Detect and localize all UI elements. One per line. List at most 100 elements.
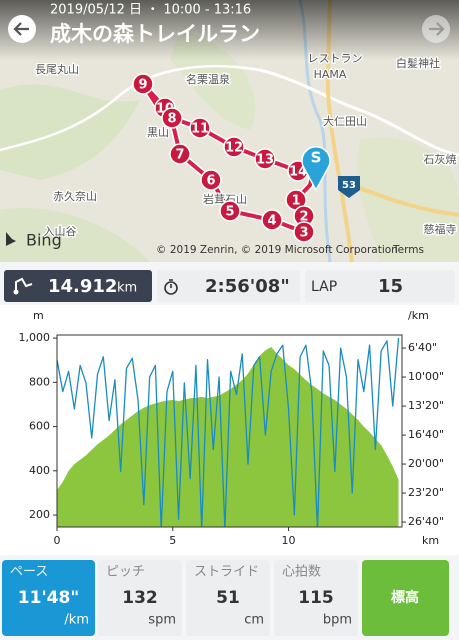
route-marker-label: 7 (175, 148, 184, 163)
chart: m/km km 200 400 600 800 1,000 6'40" 10'00" 13'20"… (19, 309, 445, 547)
route-marker-label: 6 (206, 174, 215, 189)
metric-card[interactable] (2, 560, 95, 636)
y2-tick-label: 6'40" (408, 341, 437, 354)
metric-label: ペース (10, 565, 48, 580)
y-tick-label: 400 (29, 464, 50, 477)
road (351, 183, 459, 217)
metric-label: ピッチ (106, 565, 145, 580)
place-label: 石灰焼 (424, 152, 457, 166)
lap-tab[interactable] (305, 270, 455, 302)
metric-card[interactable] (186, 560, 270, 636)
route-marker-label: 12 (225, 141, 243, 156)
forest (0, 208, 150, 262)
x-tick-label: 10 (282, 534, 296, 547)
lap-value: 15 (378, 276, 403, 297)
start-marker-label: S (311, 149, 322, 167)
place-label: 慈福寺 (424, 222, 457, 236)
route-icon (15, 277, 33, 292)
bing-logo: Bing (26, 231, 62, 250)
road (259, 68, 459, 157)
metric-value: 51 (216, 588, 240, 608)
date: 2019/05/12 日 ・ 10:00 - 13:16 (50, 3, 251, 18)
y2-tick-label: 10'00" (408, 370, 444, 383)
distance-tab[interactable] (4, 270, 152, 302)
route-marker-label: 4 (267, 214, 276, 229)
route-marker[interactable] (132, 73, 154, 95)
terms-link[interactable]: Terms (392, 244, 424, 256)
x-axis-label: km (422, 534, 439, 547)
distance-value: 14.912 (48, 276, 117, 297)
start-marker[interactable] (301, 146, 331, 192)
place-label: HAMA (314, 68, 347, 81)
place-label: 大仁田山 (323, 114, 367, 128)
plot (57, 337, 400, 527)
metric-label: ストライド (194, 565, 259, 580)
place-label: 入山谷 (44, 225, 77, 238)
route-marker[interactable] (161, 107, 183, 129)
metric-unit: bpm (323, 613, 352, 628)
metric-label: 心拍数 (282, 565, 321, 580)
road (0, 64, 261, 152)
stopwatch-icon (164, 281, 178, 295)
route-icon-dot (13, 289, 19, 295)
route-marker-label: 8 (167, 112, 176, 127)
x-tick-label: 5 (169, 534, 176, 547)
y-tick-label: 1,000 (19, 331, 51, 344)
route-marker[interactable] (293, 221, 315, 243)
route-marker-label: 2 (299, 210, 308, 225)
metric-unit: /km (64, 613, 89, 628)
place-label: 名栗温泉 (186, 72, 230, 86)
distance-unit: km (117, 281, 137, 296)
route-marker-label: 13 (256, 153, 274, 168)
pace-line (57, 337, 400, 527)
route-marker-label: 11 (191, 122, 209, 137)
time-value: 2:56'08" (205, 276, 290, 297)
y2-tick-label: 20'00" (408, 457, 444, 470)
bing-icon (6, 232, 16, 246)
route-marker-label: 3 (299, 226, 308, 241)
map[interactable]: 長尾丸山名栗温泉レストランHAMA白髪神社大仁田山石灰焼黒山岩茸石山赤久奈山入山… (0, 0, 459, 263)
route-shield (338, 176, 360, 198)
route-marker[interactable] (223, 136, 245, 158)
route-marker[interactable] (219, 200, 241, 222)
header-shade (0, 0, 459, 60)
route-marker-label: 1 (291, 194, 300, 209)
metric-value: 132 (122, 588, 158, 608)
place-label: 赤久奈山 (53, 189, 97, 203)
y-axis-label: m (33, 309, 44, 322)
place-label: 長尾丸山 (35, 63, 79, 76)
metric-value: 115 (298, 588, 334, 608)
forward-arrow (429, 22, 445, 36)
metric-unit: spm (148, 613, 176, 628)
y-tick-label: 800 (29, 375, 50, 388)
copyright: © 2019 Zenrin, © 2019 Microsoft Corporat… (156, 244, 398, 256)
plot-frame (56, 334, 403, 528)
place-label: 黒山 (147, 126, 169, 139)
route-marker[interactable] (200, 169, 222, 191)
time-tab[interactable] (157, 270, 300, 302)
y-tick-label: 200 (29, 508, 50, 521)
route-marker-label: 9 (138, 78, 147, 93)
route-marker[interactable] (254, 148, 276, 170)
metric-card[interactable] (98, 560, 182, 636)
metric-card[interactable] (274, 560, 358, 636)
y2-tick-label: 16'40" (408, 428, 444, 441)
metric-value: 11'48" (18, 588, 79, 608)
forest (357, 137, 459, 262)
metric-unit: cm (244, 613, 264, 628)
y2-tick-label: 13'20" (408, 399, 444, 412)
route-number: 53 (342, 180, 356, 191)
y2-tick-label: 23'20" (408, 486, 444, 499)
elevation-button-label: 標高 (391, 589, 419, 606)
elevation-button[interactable] (362, 560, 449, 636)
route-marker[interactable] (189, 117, 211, 139)
back-arrow (13, 22, 29, 36)
x-tick-label: 0 (54, 534, 61, 547)
y2-axis-label: /km (408, 309, 429, 322)
road (325, 0, 354, 263)
route-marker[interactable] (169, 143, 191, 165)
route-marker[interactable] (261, 209, 283, 231)
route-marker-label: 14 (289, 165, 307, 180)
